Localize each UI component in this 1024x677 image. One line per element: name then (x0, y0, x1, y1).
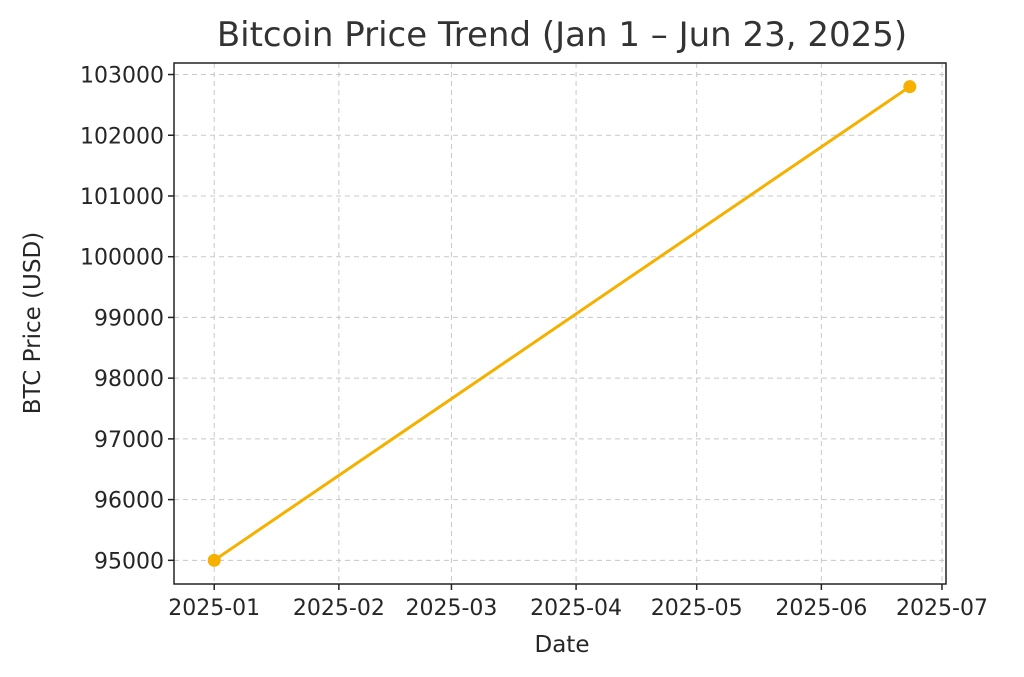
y-tick-label: 102000 (80, 124, 164, 149)
y-tick-label: 98000 (94, 367, 164, 392)
series-layer (207, 80, 917, 567)
y-axis: 95000 96000 97000 98000 99000 100000 101000 102… (80, 64, 174, 574)
y-tick-label: 101000 (80, 185, 164, 210)
x-tick-label: 2025-04 (530, 596, 622, 621)
x-axis-label: Date (535, 632, 590, 658)
y-tick-label: 99000 (94, 306, 164, 331)
chart-title: Bitcoin Price Trend (Jan 1 – Jun 23, 202… (217, 15, 907, 55)
y-tick-label: 103000 (80, 64, 164, 89)
data-point (207, 553, 221, 567)
x-tick-label: 2025-07 (896, 596, 988, 621)
y-tick-label: 96000 (94, 489, 164, 514)
x-tick-label: 2025-06 (775, 596, 867, 621)
plot-frame (173, 62, 947, 585)
x-tick-label: 2025-02 (293, 596, 385, 621)
y-tick-label: 95000 (94, 549, 164, 574)
x-tick-label: 2025-01 (168, 596, 260, 621)
x-tick-label: 2025-03 (405, 596, 497, 621)
x-axis: 2025-01 2025-02 2025-03 2025-04 2025-05 2025-… (168, 584, 988, 621)
data-point (903, 80, 917, 94)
series-line (212, 85, 912, 562)
y-tick-label: 100000 (80, 246, 164, 271)
y-axis-label: BTC Price (USD) (20, 232, 46, 414)
x-tick-label: 2025-05 (651, 596, 743, 621)
y-tick-label: 97000 (94, 428, 164, 453)
